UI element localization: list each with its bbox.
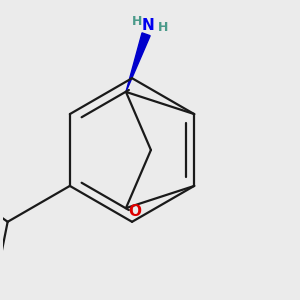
Text: N: N [142, 18, 155, 33]
Polygon shape [126, 33, 150, 92]
Text: H: H [132, 15, 142, 28]
Text: H: H [158, 21, 168, 34]
Text: O: O [128, 204, 141, 219]
